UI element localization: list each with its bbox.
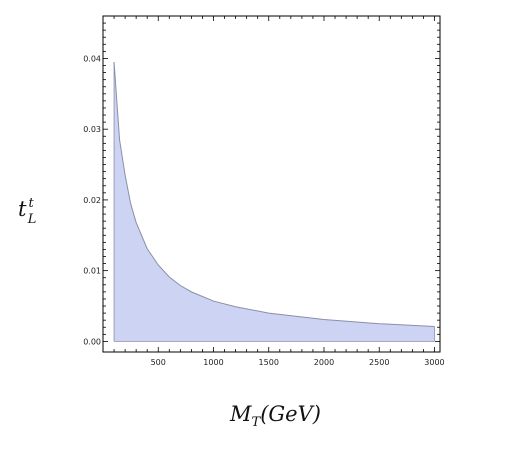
x-tick-labels: 500 1000 1500 2000 2500 3000 <box>151 358 445 367</box>
y-tick-label: 0.01 <box>83 267 101 276</box>
upper-boundary-line <box>113 61 435 328</box>
x-tick-label: 2500 <box>369 358 389 367</box>
x-tick-label: 1500 <box>259 358 279 367</box>
ticks-layer <box>103 16 440 352</box>
area-fill-series-0 <box>114 61 435 342</box>
x-tick-label: 500 <box>151 358 166 367</box>
y-tick-label: 0.02 <box>83 196 101 205</box>
y-axis-title-main: t <box>18 197 27 221</box>
plot-frame <box>102 15 441 353</box>
y-axis-title-sub: L <box>27 212 37 227</box>
x-axis-title-sub: T <box>252 415 262 430</box>
x-axis-title-main: M <box>229 402 252 426</box>
y-tick-label: 0.00 <box>83 337 101 346</box>
x-axis-title: MT(GeV) <box>229 402 321 430</box>
area-layer <box>113 61 435 342</box>
x-tick-label: 1000 <box>203 358 223 367</box>
y-tick-label: 0.03 <box>83 125 101 134</box>
y-axis-title-sup: t <box>28 196 34 211</box>
x-axis-title-rest: (GeV) <box>260 402 321 426</box>
y-tick-label: 0.04 <box>83 54 101 63</box>
x-tick-label: 3000 <box>424 358 444 367</box>
y-tick-labels: 0.00 0.01 0.02 0.03 0.04 <box>83 54 101 346</box>
x-tick-label: 2000 <box>314 358 334 367</box>
